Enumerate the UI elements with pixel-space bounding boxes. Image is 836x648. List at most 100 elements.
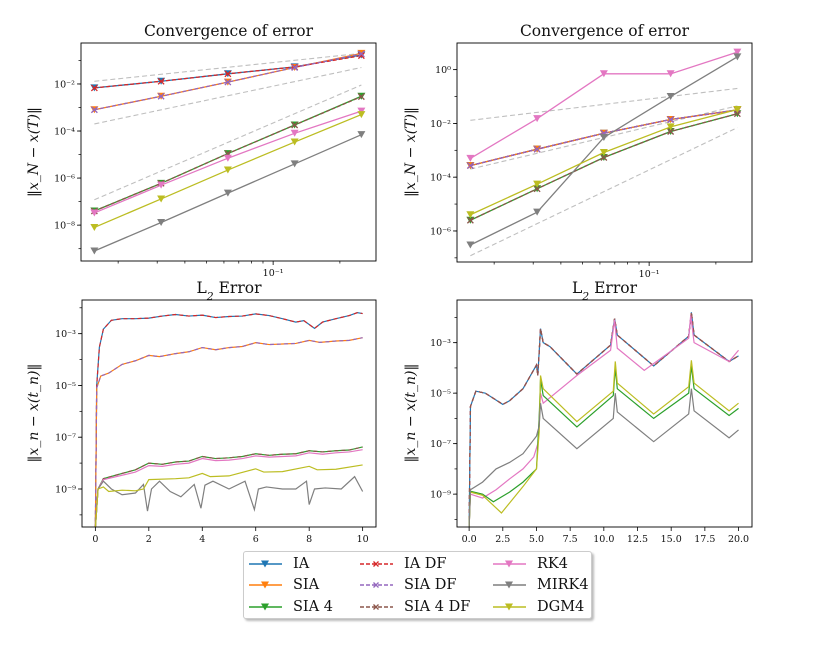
legend-swatch: [360, 604, 393, 610]
triangle-marker: [666, 123, 675, 131]
series-line: [470, 108, 738, 216]
axes-frame: [80, 42, 377, 262]
x-tick-label: 5.0: [529, 534, 544, 545]
y-tick-label: 10⁻³: [430, 338, 451, 349]
triangle-marker: [290, 160, 299, 168]
x-marker: [466, 216, 474, 224]
triangle-marker: [223, 154, 232, 162]
legend-swatch: [249, 560, 282, 568]
x-tick-label: 15.0: [661, 534, 682, 545]
triangle-marker: [533, 115, 542, 123]
legend-swatch: [493, 603, 526, 611]
x-tick-label: 10: [357, 534, 369, 545]
triangle-marker: [157, 218, 166, 226]
triangle-marker: [533, 180, 542, 188]
plot-area: [468, 312, 739, 527]
x-tick-label: 7.5: [563, 534, 578, 545]
triangle-marker: [157, 195, 166, 203]
subplot-3: L2 Error 10⁻³ 10⁻⁵ 10⁻⁷ 10⁻⁹ 0 2 4 6 8 10: [55, 279, 377, 545]
series-sia-4-df: [466, 110, 741, 224]
x-marker: [733, 110, 741, 118]
subplot-2: Convergence of error 10⁰ 10⁻² 10⁻⁴ 10⁻⁶ 10⁻¹: [430, 22, 753, 280]
legend-label: SIA DF: [404, 577, 457, 593]
axes-frame: [456, 42, 753, 263]
series-line-dgm4: [94, 464, 363, 527]
series-mirk4: [90, 131, 366, 255]
legend: IA SIA SIA 4 IA DF SIA DF SIA 4 DF RK4 MIRK4 DGM…: [243, 551, 592, 619]
legend-swatch: [493, 560, 526, 568]
legend-label: MIRK4: [537, 577, 589, 593]
reference-line: [470, 87, 738, 121]
triangle-marker: [466, 154, 475, 162]
triangle-marker: [223, 189, 232, 197]
y-axis-label-2: ‖x_N − x(T)‖: [403, 107, 419, 197]
y-tick-label: 10⁻⁴: [430, 173, 451, 184]
x-marker: [667, 116, 675, 123]
legend-label: SIA 4: [293, 599, 333, 615]
y-tick-label: 10⁰: [435, 65, 451, 76]
series-line-rk4: [94, 449, 363, 527]
plot-area: [94, 312, 364, 527]
x-marker-icon: [373, 561, 379, 567]
x-marker: [600, 154, 608, 161]
y-axis-label-4: ‖x_n − x(t_n)‖: [403, 363, 419, 463]
legend-swatch: [249, 603, 282, 611]
triangle-marker: [290, 129, 299, 137]
series-line-mirk4: [94, 475, 364, 527]
triangle-marker: [533, 208, 542, 216]
x-marker: [224, 70, 232, 78]
x-tick-label: 0: [92, 534, 98, 545]
chart-title: Convergence of error: [520, 22, 690, 40]
series-dgm4: [466, 105, 742, 219]
y-tick-label: 10⁻⁴: [54, 127, 75, 138]
series-line: [470, 51, 738, 159]
series-line-sia: [94, 337, 363, 527]
triangle-marker: [223, 166, 232, 174]
legend-swatch: [249, 581, 282, 589]
reference-line: [94, 66, 362, 125]
subplot-4: L2 Error 10⁻³ 10⁻⁵ 10⁻⁷ 10⁻⁹ 0.0 2.5 5.0 7.5 10.0…: [430, 279, 753, 545]
legend-item-sia: SIA: [249, 575, 319, 595]
triangle-marker: [599, 70, 608, 78]
y-tick-label: 10⁻⁵: [55, 381, 76, 392]
triangle-marker: [599, 133, 608, 141]
chart-title: Convergence of error: [144, 22, 314, 40]
y-tick-label: 10⁻⁷: [430, 439, 451, 450]
series-line-rk4: [468, 315, 739, 527]
y-axis-label-1: ‖x_N − x(T)‖: [26, 107, 42, 197]
triangle-marker: [466, 211, 475, 219]
series-sia-4: [466, 110, 742, 224]
series-line-mirk4: [468, 388, 739, 527]
legend-swatch: [360, 582, 393, 588]
legend-label: RK4: [537, 556, 568, 572]
series-line: [470, 109, 738, 167]
triangle-marker: [666, 70, 675, 78]
y-tick-label: 10⁻⁸: [54, 221, 75, 232]
x-marker: [533, 185, 541, 193]
triangle-marker: [90, 223, 99, 231]
legend-item-rk4: RK4: [493, 554, 568, 574]
x-marker: [224, 78, 232, 86]
reference-line: [470, 127, 738, 257]
legend-item-ia-df: IA DF: [360, 554, 447, 574]
series-line-sia-4-df: [468, 312, 739, 527]
triangle-marker: [90, 247, 99, 255]
triangle-down-marker-icon: [261, 560, 269, 568]
series-line-ia-df: [94, 312, 363, 527]
chart-title: L2 Error: [196, 279, 262, 303]
x-tick-label: 2.5: [495, 534, 510, 545]
x-marker: [667, 128, 675, 135]
y-tick-label: 10⁻³: [55, 329, 76, 340]
series-line-ia: [94, 312, 363, 527]
x-marker: [90, 106, 98, 114]
triangle-down-marker-icon: [261, 581, 269, 589]
legend-item-sia-4-df: SIA 4 DF: [360, 597, 470, 617]
legend-item-mirk4: MIRK4: [493, 575, 589, 595]
plot-area: [466, 48, 742, 257]
x-marker: [157, 92, 165, 100]
y-tick-label: 10⁻⁷: [55, 433, 76, 444]
legend-label: IA DF: [404, 556, 447, 572]
y-axis-label-3: ‖x_n − x(t_n)‖: [26, 363, 42, 463]
series-line-sia-4-df: [94, 446, 363, 527]
